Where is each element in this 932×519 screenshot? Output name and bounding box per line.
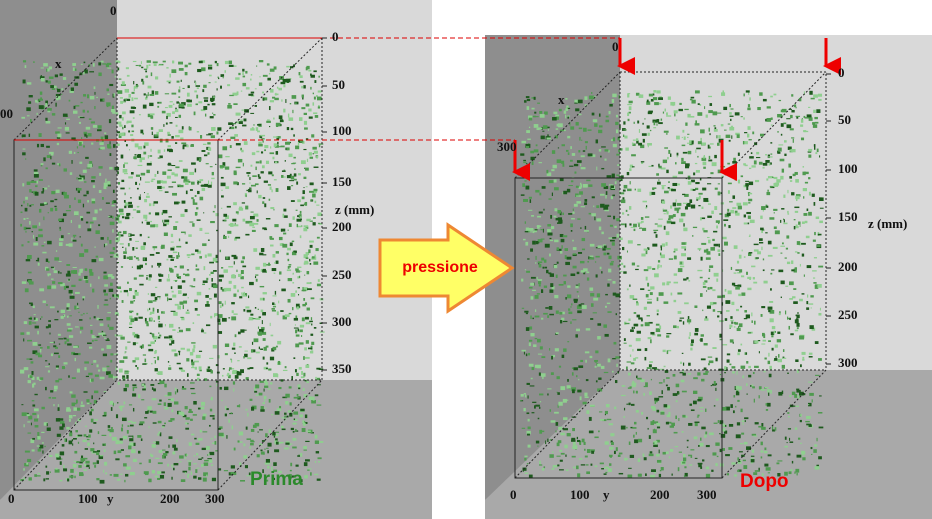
y-tick-label: 200 (160, 491, 180, 506)
figure: pressione 0 50 100 150 200 250 300 350 z (mm) 0 x 0… (0, 0, 932, 519)
origin-label: 0 (612, 39, 619, 54)
y-label: y (603, 487, 610, 502)
z-tick-label: 250 (838, 307, 858, 322)
y-tick-label: 0 (510, 487, 517, 502)
caption: Prima (250, 469, 303, 490)
z-tick-label: 50 (838, 112, 851, 127)
z-tick-label: 200 (332, 219, 352, 234)
z-tick-label: 50 (332, 77, 345, 92)
y-label: y (107, 491, 114, 506)
x-label: x (55, 56, 62, 71)
z-label: z (mm) (868, 216, 907, 231)
z-tick-label: 100 (838, 161, 858, 176)
z-tick-label: 300 (332, 314, 352, 329)
caption: Dopo (740, 471, 789, 492)
y-tick-label: 100 (570, 487, 590, 502)
y-tick-label: 200 (650, 487, 670, 502)
left-back (117, 0, 432, 380)
y-tick-label: 100 (78, 491, 98, 506)
y-tick-label: 300 (697, 487, 717, 502)
x-end-label: 00 (0, 106, 13, 121)
x-label: x (558, 92, 565, 107)
z-tick-label: 200 (838, 259, 858, 274)
z-tick-label: 250 (332, 267, 352, 282)
y-tick-label: 0 (8, 491, 15, 506)
z-tick-label: 100 (332, 123, 352, 138)
right-back (620, 35, 932, 370)
x-end-label: 300 (497, 139, 517, 154)
z-tick-label: 150 (332, 174, 352, 189)
z-tick-label: 0 (838, 65, 845, 80)
arrow-label: pressione (402, 259, 478, 276)
origin-label: 0 (110, 3, 117, 18)
y-tick-label: 300 (205, 491, 225, 506)
z-tick-label: 150 (838, 209, 858, 224)
z-tick-label: 350 (332, 361, 352, 376)
z-tick-label: 0 (332, 29, 339, 44)
z-tick-label: 300 (838, 355, 858, 370)
z-label: z (mm) (335, 202, 374, 217)
